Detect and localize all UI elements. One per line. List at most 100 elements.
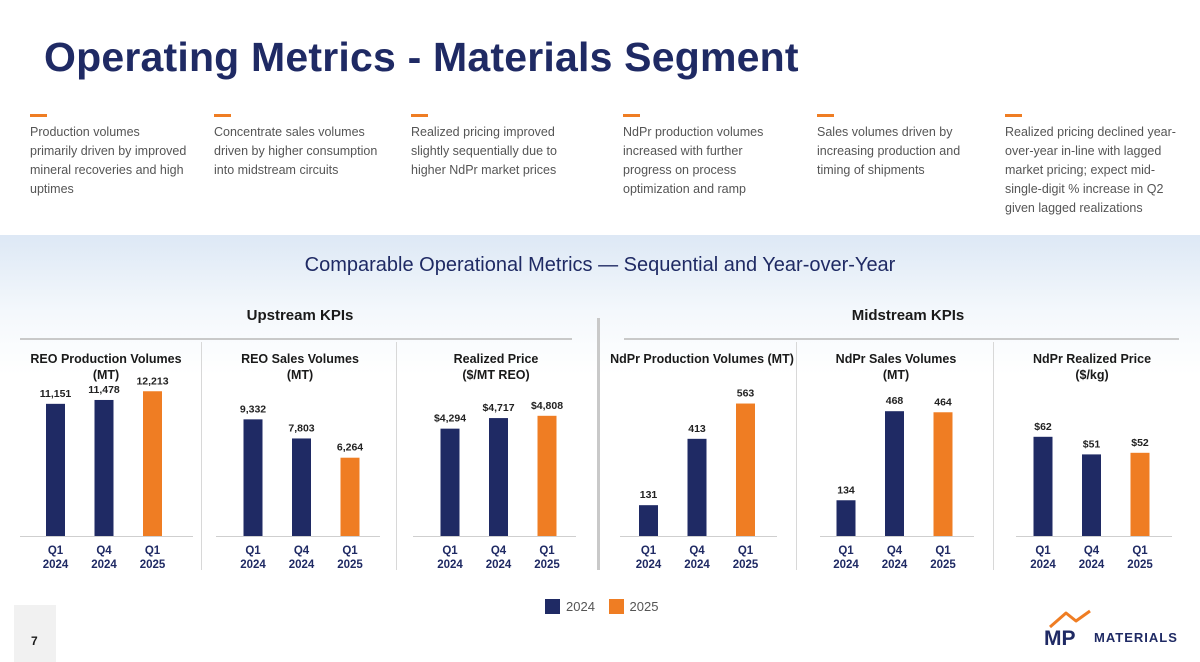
bar: [292, 438, 311, 536]
x-tick-label: 2024: [1030, 559, 1056, 571]
x-tick-label: Q4: [887, 545, 903, 557]
x-tick-label: 2024: [833, 559, 859, 571]
logo-text: MATERIALS: [1094, 630, 1178, 645]
bullet-text: Sales volumes driven by increasing produ…: [817, 125, 961, 177]
x-tick-label: Q1: [1035, 545, 1051, 557]
chart-title-ndpr-production: NdPr Production Volumes (MT): [610, 352, 794, 366]
x-tick-label: 2024: [486, 559, 512, 571]
x-tick-label: Q1: [442, 545, 458, 557]
bullet-dash: [30, 114, 47, 117]
bullet-dash: [214, 114, 231, 117]
data-label: 131: [640, 489, 658, 501]
x-tick-label: 2024: [1079, 559, 1105, 571]
bar: [243, 419, 263, 536]
bullet-dash: [817, 114, 834, 117]
x-tick-label: 2025: [140, 559, 166, 571]
bullet-item: Concentrate sales volumes driven by high…: [214, 114, 394, 180]
bar: [537, 415, 557, 536]
chart-title-ndpr-price: NdPr Realized Price ($/kg): [1032, 352, 1152, 382]
chart-title-reo-sales: REO Sales Volumes (MT): [241, 352, 359, 382]
bar: [440, 428, 460, 536]
x-tick-label: Q1: [342, 545, 358, 557]
legend-swatch-2024: [545, 599, 560, 614]
data-label: $52: [1131, 437, 1149, 449]
chart-separator: [201, 342, 202, 570]
data-label: $4,808: [531, 400, 563, 412]
x-tick-label: Q1: [1132, 545, 1148, 557]
bullet-item: NdPr production volumes increased with f…: [623, 114, 791, 199]
data-label: 7,803: [288, 422, 314, 434]
bullet-item: Production volumes primarily driven by i…: [30, 114, 190, 199]
upstream-underline: [20, 338, 572, 340]
x-tick-label: 2025: [534, 559, 560, 571]
bar: [736, 403, 755, 536]
data-label: $4,717: [482, 402, 514, 414]
x-tick-label: 2025: [733, 559, 759, 571]
x-tick-label: Q1: [838, 545, 854, 557]
bar: [94, 399, 114, 536]
bullet-text: Realized pricing improved slightly seque…: [411, 125, 557, 177]
page-number: 7: [31, 634, 38, 648]
bar: [489, 418, 508, 536]
chart-separator: [993, 342, 994, 570]
page-number-box: [14, 605, 56, 662]
bullet-dash: [1005, 114, 1022, 117]
x-tick-label: Q1: [935, 545, 951, 557]
x-tick-label: Q4: [491, 545, 507, 557]
legend-swatch-2025: [608, 599, 624, 614]
x-tick-label: Q1: [738, 545, 754, 557]
x-tick-label: Q1: [48, 545, 64, 557]
data-label: 464: [934, 396, 952, 408]
data-label: 563: [737, 388, 755, 400]
data-label: $62: [1034, 421, 1052, 433]
bullet-dash: [411, 114, 428, 117]
chart-legend: 2024 2025: [545, 599, 658, 614]
x-tick-label: Q4: [294, 545, 310, 557]
chart-separator: [396, 342, 397, 570]
x-tick-label: Q1: [539, 545, 555, 557]
logo-mark: MP: [1044, 627, 1076, 647]
page-title: Operating Metrics - Materials Segment: [44, 34, 799, 80]
bar: [1130, 452, 1150, 536]
x-tick-label: Q4: [1084, 545, 1100, 557]
bar: [639, 505, 658, 536]
mp-materials-logo: MP: [1044, 609, 1091, 647]
x-tick-label: Q1: [641, 545, 657, 557]
data-label: 468: [886, 395, 904, 407]
bullet-text: Production volumes primarily driven by i…: [30, 125, 187, 196]
bar: [46, 403, 65, 536]
bar: [687, 438, 707, 536]
x-tick-label: 2025: [337, 559, 363, 571]
data-label: $4,294: [434, 413, 466, 425]
section-band: [0, 235, 1200, 375]
bar: [933, 412, 953, 536]
midstream-underline: [624, 338, 1179, 340]
bullet-item: Realized pricing declined year-over-year…: [1005, 114, 1185, 218]
legend-label-2024: 2024: [566, 599, 595, 614]
data-label: 413: [688, 423, 706, 435]
data-label: 12,213: [136, 375, 168, 387]
x-tick-label: 2024: [636, 559, 662, 571]
x-tick-label: 2024: [882, 559, 908, 571]
x-tick-label: 2024: [91, 559, 117, 571]
bar: [143, 391, 162, 536]
x-tick-label: Q4: [96, 545, 112, 557]
bullet-text: NdPr production volumes increased with f…: [623, 125, 764, 196]
chart-title-reo-production: REO Production Volumes (MT): [30, 352, 182, 382]
x-tick-label: Q1: [245, 545, 261, 557]
legend-label-2025: 2025: [629, 599, 659, 614]
x-tick-label: 2024: [289, 559, 315, 571]
bullet-item: Realized pricing improved slightly seque…: [411, 114, 581, 180]
data-label: 6,264: [337, 442, 363, 454]
bullet-item: Sales volumes driven by increasing produ…: [817, 114, 977, 180]
bullet-text: Realized pricing declined year-over-year…: [1005, 125, 1176, 215]
chart-title-ndpr-sales: NdPr Sales Volumes (MT): [835, 352, 957, 382]
x-tick-label: Q4: [689, 545, 705, 557]
bar: [340, 457, 360, 536]
bar: [885, 411, 904, 536]
group-separator: [597, 318, 600, 570]
section-subtitle: Comparable Operational Metrics — Sequent…: [304, 254, 896, 276]
x-tick-label: 2024: [43, 559, 69, 571]
bar: [836, 500, 856, 536]
